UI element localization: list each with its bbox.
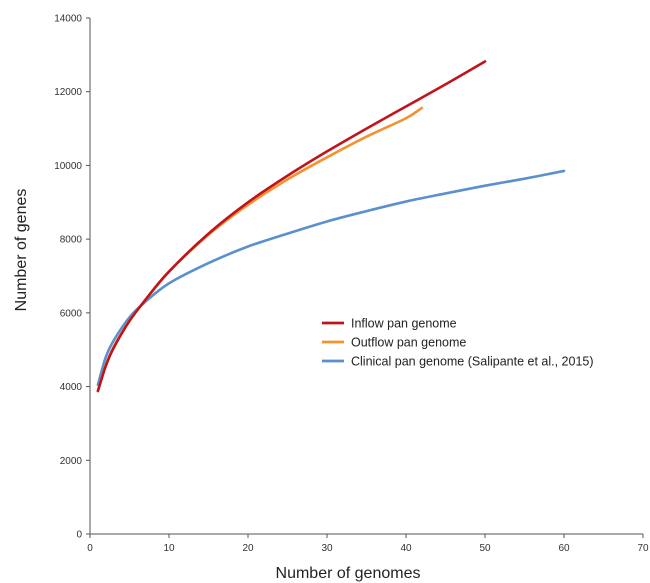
- legend: Inflow pan genome Outflow pan genome Clini…: [322, 317, 594, 369]
- y-ticks: 0 2000 4000 6000 8000 10000 12000 14000: [54, 14, 90, 541]
- x-tick-label: 20: [242, 543, 254, 554]
- y-tick-label: 12000: [54, 87, 82, 98]
- y-axis-title: Number of genes: [13, 189, 30, 312]
- y-tick-label: 14000: [54, 14, 82, 25]
- x-tick-label: 40: [400, 543, 412, 554]
- y-tick-label: 4000: [60, 382, 83, 393]
- y-tick-label: 10000: [54, 161, 82, 172]
- x-axis-title: Number of genomes: [276, 565, 421, 582]
- legend-label: Inflow pan genome: [351, 317, 457, 331]
- legend-label: Clinical pan genome (Salipante et al., 2…: [351, 355, 594, 369]
- series-line-clinical-pan-genome-salipante-et-al-2015: [98, 171, 564, 385]
- x-tick-label: 0: [87, 543, 93, 554]
- y-tick-label: 6000: [60, 308, 83, 319]
- x-ticks: 0 10 20 30 40 50 60 70: [87, 534, 649, 554]
- y-tick-label: 8000: [60, 235, 83, 246]
- x-tick-label: 30: [321, 543, 333, 554]
- x-tick-label: 50: [479, 543, 491, 554]
- legend-label: Outflow pan genome: [351, 336, 466, 350]
- x-tick-label: 60: [558, 543, 570, 554]
- x-tick-label: 70: [637, 543, 649, 554]
- y-tick-label: 2000: [60, 456, 83, 467]
- x-tick-label: 10: [163, 543, 175, 554]
- y-tick-label: 0: [76, 530, 82, 541]
- axes: [90, 18, 643, 534]
